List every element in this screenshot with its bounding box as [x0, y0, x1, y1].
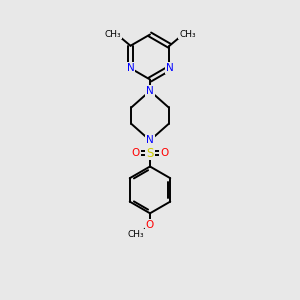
Text: O: O: [146, 220, 154, 230]
Text: O: O: [131, 148, 140, 158]
Text: N: N: [146, 86, 154, 96]
Text: N: N: [166, 63, 173, 73]
Text: S: S: [146, 146, 154, 160]
Text: CH₃: CH₃: [179, 30, 196, 39]
Text: O: O: [160, 148, 169, 158]
Text: CH₃: CH₃: [104, 30, 121, 39]
Text: N: N: [127, 63, 134, 73]
Text: N: N: [146, 135, 154, 146]
Text: CH₃: CH₃: [127, 230, 144, 239]
